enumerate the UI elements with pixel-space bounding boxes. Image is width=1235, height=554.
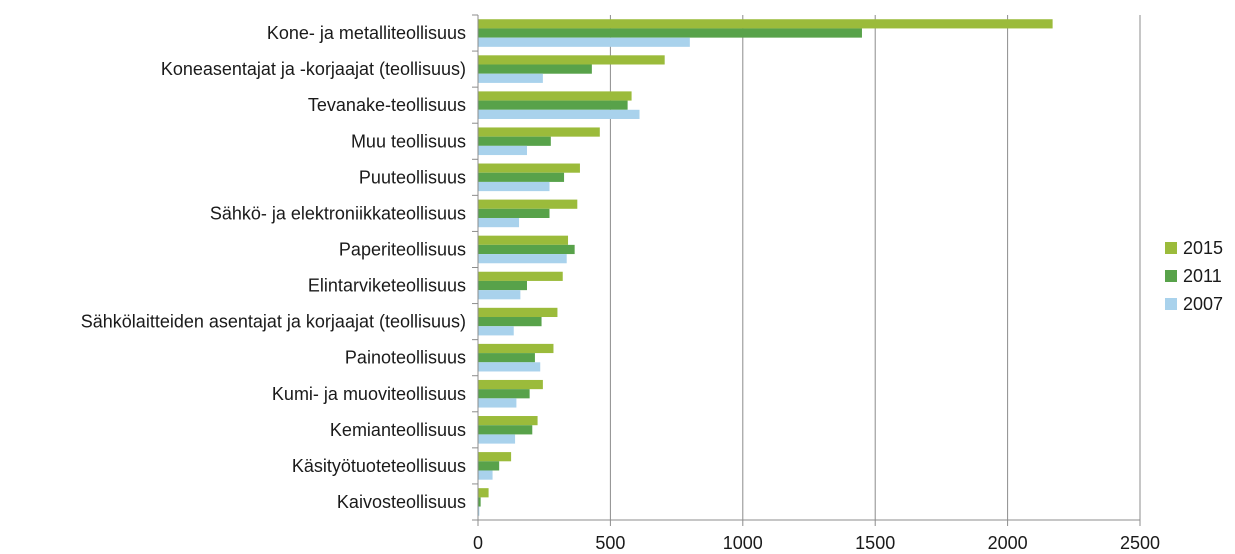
bar-2015-8 bbox=[478, 307, 558, 318]
bar-2007-6 bbox=[478, 254, 567, 264]
axes bbox=[472, 14, 1141, 526]
category-label: Kemianteollisuus bbox=[330, 420, 466, 440]
bar-2011-8 bbox=[478, 317, 542, 327]
bar-2015-4 bbox=[478, 163, 580, 173]
bar-2011-0 bbox=[478, 28, 862, 38]
bar-2015-6 bbox=[478, 235, 569, 245]
bar-2015-13 bbox=[478, 488, 489, 498]
bars bbox=[478, 19, 1053, 516]
x-tick-label: 2500 bbox=[1120, 533, 1160, 553]
bar-2007-1 bbox=[478, 73, 543, 83]
legend-swatch-2011 bbox=[1165, 270, 1177, 282]
bar-2007-5 bbox=[478, 217, 520, 228]
category-label: Käsityötuoteteollisuus bbox=[292, 456, 466, 476]
bar-2007-7 bbox=[478, 290, 521, 300]
bar-2007-9 bbox=[478, 362, 541, 372]
bar-2011-7 bbox=[478, 280, 527, 291]
bar-2011-1 bbox=[478, 64, 592, 74]
category-label: Muu teollisuus bbox=[351, 131, 466, 151]
bar-2007-8 bbox=[478, 326, 514, 336]
bar-2011-10 bbox=[478, 389, 530, 399]
category-label: Paperiteollisuus bbox=[339, 239, 466, 259]
tick-labels: 0 500 1000 1500 2000 2500 bbox=[473, 533, 1160, 553]
category-label: Kaivosteollisuus bbox=[337, 492, 466, 512]
x-tick-label: 1000 bbox=[723, 533, 763, 553]
bar-2015-3 bbox=[478, 127, 600, 137]
bar-2007-0 bbox=[478, 37, 690, 47]
legend-label-2015: 2015 bbox=[1183, 238, 1223, 258]
bar-2015-7 bbox=[478, 271, 563, 281]
bar-2015-2 bbox=[478, 91, 632, 101]
legend-label-2007: 2007 bbox=[1183, 294, 1223, 314]
bar-2015-5 bbox=[478, 199, 578, 209]
bar-2011-4 bbox=[478, 172, 565, 182]
category-label: Sähkölaitteiden asentajat ja korjaajat (… bbox=[81, 312, 466, 332]
bar-2007-10 bbox=[478, 398, 517, 408]
legend-swatch-2007 bbox=[1165, 298, 1177, 310]
bar-2015-12 bbox=[478, 452, 512, 462]
x-tick-label: 0 bbox=[473, 533, 483, 553]
category-label: Tevanake-teollisuus bbox=[308, 95, 466, 115]
bar-2007-11 bbox=[478, 434, 516, 444]
legend-label-2011: 2011 bbox=[1183, 266, 1222, 286]
bar-2015-1 bbox=[478, 55, 665, 65]
bar-2011-13 bbox=[478, 497, 481, 507]
bar-2015-10 bbox=[478, 379, 543, 390]
bar-2011-9 bbox=[478, 353, 535, 363]
bar-2011-12 bbox=[478, 461, 500, 471]
gridlines bbox=[609, 15, 1141, 520]
category-label: Koneasentajat ja -korjaajat (teollisuus) bbox=[161, 59, 466, 79]
bar-2011-11 bbox=[478, 425, 533, 435]
legend-swatch-2015 bbox=[1165, 242, 1177, 254]
category-label: Puuteollisuus bbox=[359, 167, 466, 187]
x-tick-label: 1500 bbox=[855, 533, 895, 553]
bar-2015-0 bbox=[478, 19, 1053, 29]
bar-2015-9 bbox=[478, 343, 554, 354]
x-tick-label: 500 bbox=[595, 533, 625, 553]
category-labels: Kone- ja metalliteollisuus Koneasentajat … bbox=[81, 23, 466, 512]
category-label: Kumi- ja muoviteollisuus bbox=[272, 384, 466, 404]
bar-2007-12 bbox=[478, 470, 493, 480]
category-label: Kone- ja metalliteollisuus bbox=[267, 23, 466, 43]
category-label: Sähkö- ja elektroniikkateollisuus bbox=[210, 203, 466, 223]
bar-2007-3 bbox=[478, 145, 527, 156]
bar-2007-4 bbox=[478, 181, 550, 192]
category-label: Painoteollisuus bbox=[345, 348, 466, 368]
legend: 2015 2011 2007 bbox=[1165, 238, 1223, 314]
bar-2011-3 bbox=[478, 136, 551, 146]
bar-2011-2 bbox=[478, 100, 628, 110]
bar-2015-11 bbox=[478, 416, 538, 426]
bar-2011-5 bbox=[478, 208, 550, 218]
bar-2011-6 bbox=[478, 244, 575, 255]
bar-2007-2 bbox=[478, 109, 640, 119]
bar-2007-13 bbox=[478, 506, 480, 516]
x-tick-label: 2000 bbox=[988, 533, 1028, 553]
category-label: Elintarviketeollisuus bbox=[308, 276, 466, 296]
